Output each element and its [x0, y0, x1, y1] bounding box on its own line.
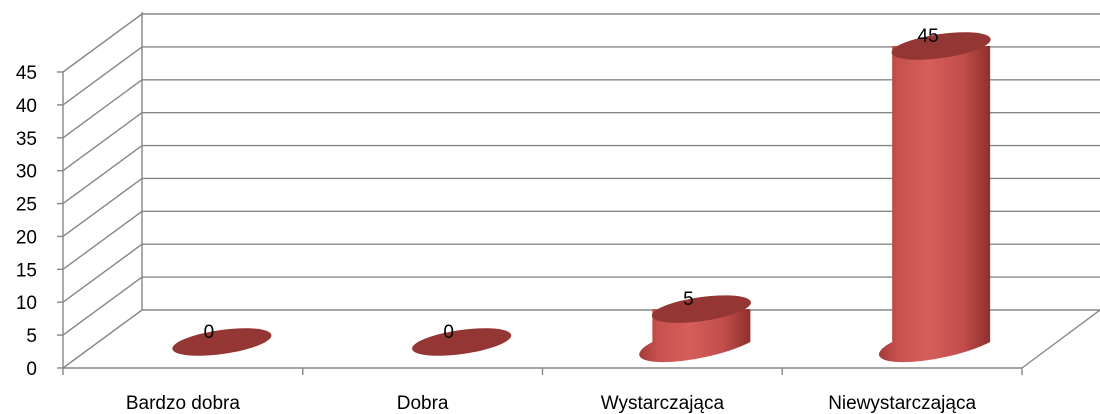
y-tick-label: 25 — [16, 195, 37, 216]
gridline-side — [62, 243, 143, 303]
gridline-side — [62, 177, 143, 238]
y-tick-label: 35 — [16, 129, 37, 150]
bars-layer — [172, 32, 991, 363]
bar — [878, 32, 991, 363]
bar-top — [651, 295, 751, 323]
gridline-side — [62, 46, 143, 106]
gridline-side — [62, 79, 143, 139]
y-tick-label: 40 — [16, 96, 37, 117]
data-label: 5 — [683, 289, 694, 310]
bar-body — [878, 46, 991, 363]
gridline-side — [62, 210, 143, 270]
bar — [639, 295, 751, 363]
bar — [412, 328, 512, 356]
gridline-side — [62, 13, 143, 73]
y-tick-label: 45 — [16, 63, 37, 84]
x-tick-label: Dobra — [397, 393, 449, 414]
y-tick-label: 5 — [26, 326, 37, 347]
x-tick-label: Niewystarczająca — [828, 393, 976, 414]
bar-top — [172, 328, 272, 356]
y-tick-label: 30 — [16, 162, 37, 183]
y-tick-label: 15 — [16, 260, 37, 281]
gridline-side — [62, 144, 143, 205]
labels-layer: 0 0 5 45 — [204, 26, 939, 343]
axis-layer: 0 5 10 15 20 25 30 35 40 45 Bardzo dobra Dobra Wysta… — [16, 63, 1023, 414]
bar-top — [412, 328, 512, 356]
data-label: 0 — [443, 322, 454, 343]
x-tick-label: Wystarczająca — [601, 393, 725, 414]
bar — [172, 328, 272, 356]
y-tick-label: 0 — [26, 359, 37, 380]
data-label: 45 — [918, 26, 939, 47]
bar-top — [891, 32, 991, 60]
x-tick-label: Bardzo dobra — [126, 393, 241, 414]
gridline-side — [62, 309, 143, 369]
gridline-side — [62, 276, 143, 336]
y-tick-label: 20 — [16, 227, 37, 248]
data-label: 0 — [204, 322, 215, 343]
y-tick-label: 10 — [16, 293, 37, 314]
gridline-side — [62, 112, 143, 172]
floor-edge — [1021, 309, 1100, 369]
